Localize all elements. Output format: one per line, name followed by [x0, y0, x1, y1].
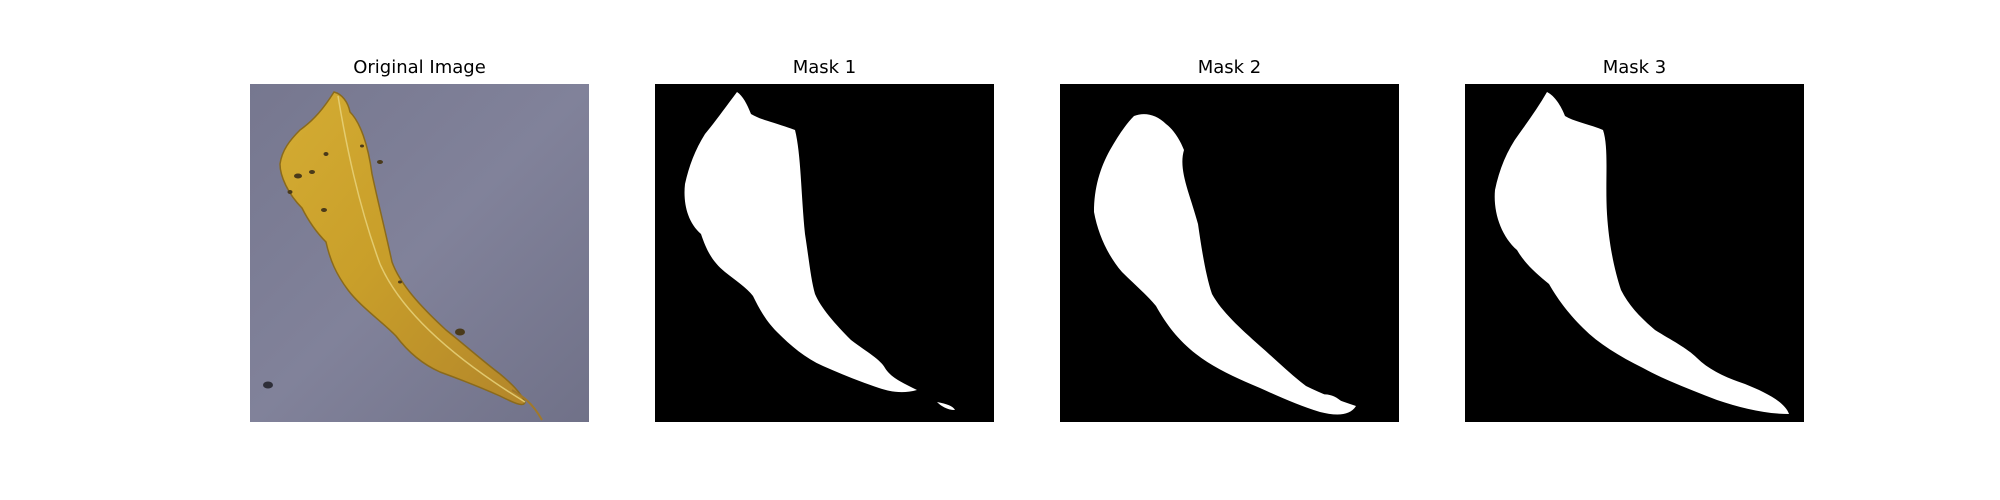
leaf-spot — [455, 328, 465, 336]
leaf-mask — [1060, 84, 1399, 422]
leaf-stem — [511, 389, 543, 421]
leaf-spot — [377, 160, 383, 164]
leaf-spot — [309, 170, 315, 174]
mask-fragment — [937, 402, 955, 410]
leaf-vein — [337, 95, 526, 403]
mask-fragment — [1318, 394, 1342, 404]
leaf-mask — [1465, 84, 1804, 422]
leaf-mask — [655, 84, 994, 422]
panel-title: Mask 1 — [792, 57, 857, 78]
panel-original-image: Original Image — [250, 0, 589, 500]
leaf-spot — [321, 208, 327, 212]
panel-title: Mask 2 — [1197, 57, 1262, 78]
leaf-spot — [360, 144, 364, 148]
panel-title: Original Image — [353, 57, 486, 78]
panel-title: Mask 3 — [1602, 57, 1667, 78]
ground-pebble — [263, 381, 273, 389]
mask-region — [1094, 114, 1356, 415]
leaf-spot — [287, 190, 293, 194]
leaf-spot — [398, 280, 402, 284]
mask-region — [1494, 92, 1789, 414]
panel-mask-3: Mask 3 — [1465, 0, 1804, 500]
leaf-spot — [294, 173, 302, 179]
panel-mask-2: Mask 2 — [1060, 0, 1399, 500]
panel-mask-1: Mask 1 — [655, 0, 994, 500]
leaf-photo — [250, 84, 589, 422]
leaf-spot — [323, 152, 329, 156]
mask-region — [684, 92, 917, 393]
mask-background — [1465, 84, 1804, 422]
